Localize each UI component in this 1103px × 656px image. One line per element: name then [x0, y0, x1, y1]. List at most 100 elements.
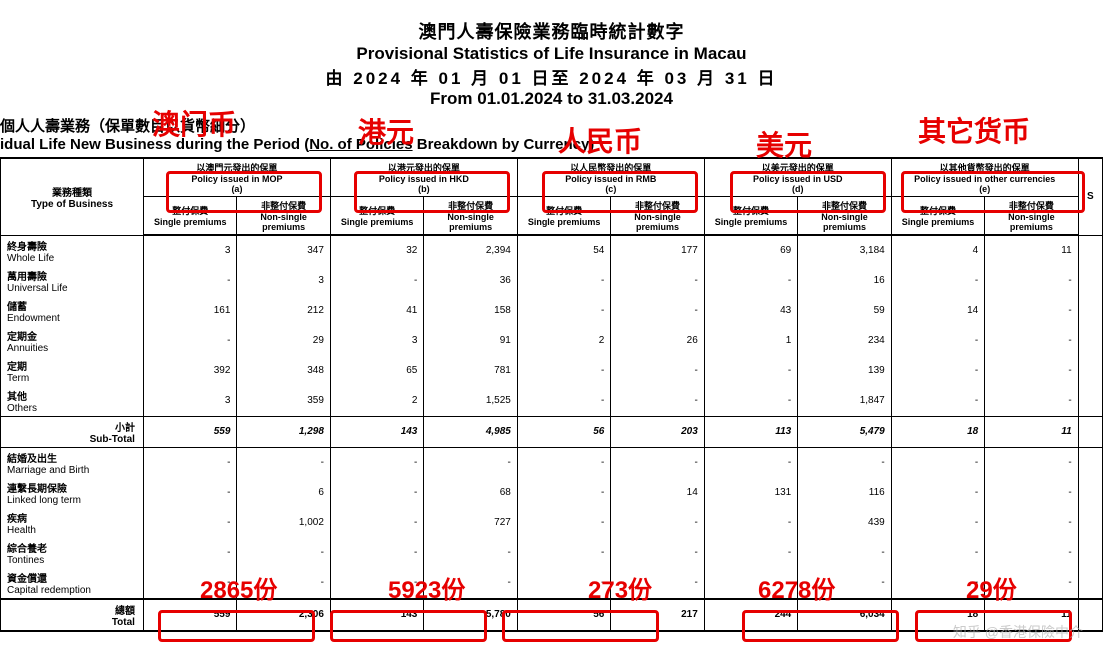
table-body: 終身壽險Whole Life3347322,39454177693,184411… [1, 235, 1103, 631]
cell: 2 [517, 326, 610, 356]
cell-truncated [1078, 326, 1102, 356]
col-type-zh: 業務種類 [7, 184, 137, 199]
cell: 3 [143, 235, 236, 266]
cell: 2,394 [424, 235, 517, 266]
cell: - [891, 508, 984, 538]
subtitle-en-underline: No. of Policies [309, 136, 412, 153]
cell-truncated [1078, 296, 1102, 326]
cell: 347 [237, 235, 330, 266]
cell: - [611, 356, 704, 386]
cell: - [611, 266, 704, 296]
cell: 234 [798, 326, 891, 356]
cell: 727 [424, 508, 517, 538]
table-row: 終身壽險Whole Life3347322,39454177693,184411 [1, 235, 1103, 266]
cell: 59 [798, 296, 891, 326]
cell: - [330, 538, 423, 568]
cell-truncated [1078, 416, 1102, 447]
cell: 203 [611, 416, 704, 447]
cell: - [704, 508, 797, 538]
cell: 439 [798, 508, 891, 538]
cell: - [798, 568, 891, 599]
cell: 143 [330, 599, 423, 631]
cell: 6 [237, 478, 330, 508]
cell: - [611, 296, 704, 326]
cell: - [891, 538, 984, 568]
cell: - [424, 538, 517, 568]
sub-single-b: 整付保費Single premiums [330, 197, 423, 236]
table-head: 業務種類 Type of Business 以澳門元發出的保單 Policy i… [1, 158, 1103, 235]
row-label: 其他Others [1, 386, 144, 417]
cell-truncated [1078, 356, 1102, 386]
cell: - [143, 326, 236, 356]
cell: 1,847 [798, 386, 891, 417]
cell: 4,985 [424, 416, 517, 447]
cell: - [330, 508, 423, 538]
cell: 14 [891, 296, 984, 326]
cell: 3 [143, 386, 236, 417]
row-label: 萬用壽險Universal Life [1, 266, 144, 296]
cell: - [611, 386, 704, 417]
cell: - [237, 538, 330, 568]
cell: 158 [424, 296, 517, 326]
cell: 143 [330, 416, 423, 447]
col-group-other: 以其他貨幣發出的保單 Policy issued in other curren… [891, 158, 1078, 197]
header-group-row: 業務種類 Type of Business 以澳門元發出的保單 Policy i… [1, 158, 1103, 197]
cell-truncated [1078, 447, 1102, 478]
cell: - [985, 478, 1078, 508]
cell: 177 [611, 235, 704, 266]
cell: - [985, 568, 1078, 599]
table-row: 定期Term39234865781---139-- [1, 356, 1103, 386]
sub-single-c: 整付保費Single premiums [517, 197, 610, 236]
table-row: 資金償還Capital redemption---------- [1, 568, 1103, 599]
cell: 1,298 [237, 416, 330, 447]
cell: 2,306 [237, 599, 330, 631]
cell: - [143, 568, 236, 599]
cell: - [517, 538, 610, 568]
table-row: 疾病Health-1,002-727---439-- [1, 508, 1103, 538]
cell-truncated [1078, 386, 1102, 417]
cell-truncated [1078, 478, 1102, 508]
cell: - [704, 266, 797, 296]
cell: - [143, 538, 236, 568]
cell: 139 [798, 356, 891, 386]
cell: - [704, 568, 797, 599]
cell: - [611, 508, 704, 538]
cell: - [891, 386, 984, 417]
cell: - [985, 296, 1078, 326]
subtotal-row: 小計Sub-Total5591,2981434,985562031135,479… [1, 416, 1103, 447]
cell: 392 [143, 356, 236, 386]
cell: - [891, 447, 984, 478]
cell: 1,525 [424, 386, 517, 417]
table-row: 其他Others335921,525---1,847-- [1, 386, 1103, 417]
cell: - [330, 478, 423, 508]
cell: 131 [704, 478, 797, 508]
sub-single-e: 整付保費Single premiums [891, 197, 984, 236]
cell: - [237, 447, 330, 478]
row-label: 連繫長期保險Linked long term [1, 478, 144, 508]
cell: 3 [330, 326, 423, 356]
cell: - [143, 508, 236, 538]
cell-truncated [1078, 235, 1102, 266]
cell: - [517, 356, 610, 386]
cell: 5,479 [798, 416, 891, 447]
cell: 1 [704, 326, 797, 356]
cell: - [517, 266, 610, 296]
cell: - [330, 568, 423, 599]
cell: - [517, 508, 610, 538]
cell: - [143, 447, 236, 478]
cell: 43 [704, 296, 797, 326]
cell: - [798, 538, 891, 568]
page-root: 澳門人壽保險業務臨時統計數字 Provisional Statistics of… [0, 0, 1103, 656]
cell: 18 [891, 416, 984, 447]
sub-nonsingle-a: 非整付保費Non-single premiums [237, 197, 330, 236]
cell: 113 [704, 416, 797, 447]
cell: - [143, 478, 236, 508]
period-zh: 由 2024 年 01 月 01 日至 2024 年 03 月 31 日 [0, 64, 1103, 89]
header-sub-row: 整付保費Single premiums 非整付保費Non-single prem… [1, 197, 1103, 236]
row-label: 總額Total [1, 599, 144, 631]
cell: 29 [237, 326, 330, 356]
row-label: 小計Sub-Total [1, 416, 144, 447]
cell: 559 [143, 599, 236, 631]
period-en: From 01.01.2024 to 31.03.2024 [0, 89, 1103, 109]
cell: 11 [985, 416, 1078, 447]
